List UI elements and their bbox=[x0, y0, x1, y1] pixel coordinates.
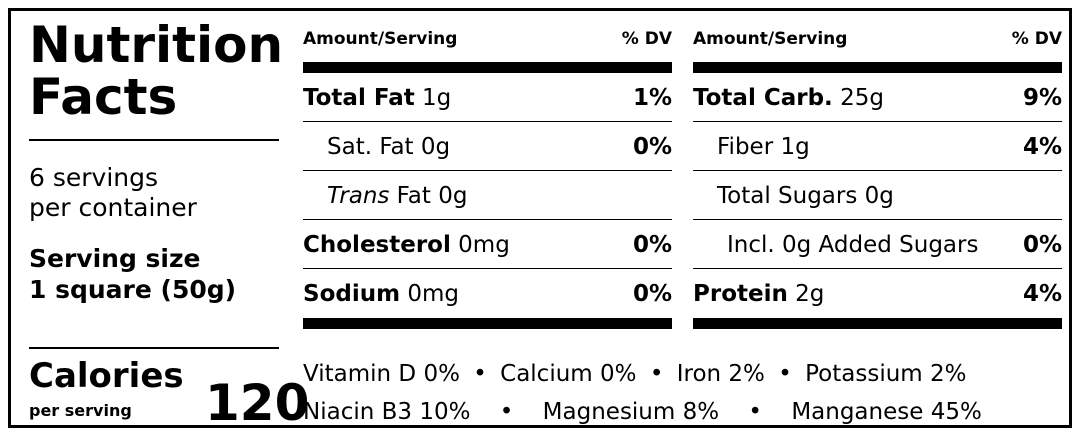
nutrient-table-left: Amount/Serving % DV Total Fat 1g 1% Sat.… bbox=[303, 29, 672, 329]
nutrient-row-total-fat: Total Fat 1g 1% bbox=[303, 73, 672, 122]
vitamin-item: Vitamin D 0% bbox=[303, 361, 460, 387]
calories-value: 120 bbox=[205, 374, 310, 432]
nutrient-name: Cholesterol bbox=[303, 232, 451, 258]
table-header: Amount/Serving % DV bbox=[693, 29, 1062, 57]
servings-line-1: 6 servings bbox=[29, 163, 159, 192]
nutrient-name: Sodium bbox=[303, 281, 401, 307]
nutrient-name: Sat. Fat bbox=[327, 134, 414, 160]
vitamin-item: Calcium 0% bbox=[500, 361, 637, 387]
vitamin-item: Manganese 45% bbox=[791, 399, 982, 425]
vitamin-item: Magnesium 8% bbox=[542, 399, 720, 425]
nutrient-row-protein: Protein 2g 4% bbox=[693, 269, 1062, 318]
left-divider-top bbox=[29, 139, 279, 141]
nutrient-name: Total Fat bbox=[303, 85, 415, 111]
nutrient-name: Incl. 0g Added Sugars bbox=[727, 232, 979, 258]
nutrient-amount: 0mg bbox=[407, 281, 460, 307]
header-amount: Amount/Serving bbox=[693, 29, 848, 49]
serving-size-label: Serving size bbox=[29, 244, 201, 273]
servings-line-2: per container bbox=[29, 193, 197, 222]
servings-per-container: 6 servings per container bbox=[29, 163, 197, 223]
label-left-column: Nutrition Facts 6 servings per container… bbox=[29, 11, 309, 429]
nutrient-name: Fiber bbox=[717, 134, 774, 160]
thick-rule bbox=[303, 62, 672, 73]
title-line-1: Nutrition bbox=[29, 16, 284, 74]
nutrient-name: Protein bbox=[693, 281, 788, 307]
separator-dot: • bbox=[499, 399, 514, 425]
vitamins-line-2: Niacin B3 10% • Magnesium 8% • Manganese… bbox=[303, 393, 1063, 431]
nutrient-row-total-carb: Total Carb. 25g 9% bbox=[693, 73, 1062, 122]
thick-rule bbox=[693, 62, 1062, 73]
separator-dot: • bbox=[778, 361, 792, 387]
header-amount: Amount/Serving bbox=[303, 29, 458, 49]
nutrient-amount: 2g bbox=[795, 281, 825, 307]
nutrient-amount: 0g bbox=[864, 183, 894, 209]
label-title: Nutrition Facts bbox=[29, 19, 289, 123]
title-line-2: Facts bbox=[29, 68, 178, 126]
nutrient-amount: 1g bbox=[780, 134, 810, 160]
nutrient-amount: 0mg bbox=[458, 232, 510, 258]
nutrient-row-sodium: Sodium 0mg 0% bbox=[303, 269, 672, 318]
nutrient-row-fiber: Fiber 1g 4% bbox=[693, 122, 1062, 171]
nutrient-dv: 0% bbox=[1022, 232, 1062, 258]
nutrient-dv: 0% bbox=[632, 281, 672, 307]
separator-dot: • bbox=[473, 361, 487, 387]
nutrient-dv: 4% bbox=[1022, 281, 1062, 307]
nutrient-name: Total Sugars bbox=[717, 183, 858, 209]
nutrient-row-sat-fat: Sat. Fat 0g 0% bbox=[303, 122, 672, 171]
vitamins-line-1: Vitamin D 0% • Calcium 0% • Iron 2% • Po… bbox=[303, 355, 1063, 393]
nutrient-row-total-sugars: Total Sugars 0g bbox=[693, 171, 1062, 220]
nutrient-name: Trans bbox=[327, 183, 390, 209]
vitamins-minerals: Vitamin D 0% • Calcium 0% • Iron 2% • Po… bbox=[303, 355, 1063, 431]
nutrient-dv: 0% bbox=[632, 134, 672, 160]
vitamin-item: Potassium 2% bbox=[805, 361, 967, 387]
nutrient-dv: 0% bbox=[632, 232, 672, 258]
thick-rule-bottom bbox=[693, 318, 1062, 329]
nutrient-row-trans-fat: Trans Fat 0g bbox=[303, 171, 672, 220]
thick-rule-bottom bbox=[303, 318, 672, 329]
vitamin-item: Niacin B3 10% bbox=[303, 399, 471, 425]
separator-dot: • bbox=[649, 361, 664, 387]
serving-size-value: 1 square (50g) bbox=[29, 275, 237, 304]
calories-label: Calories bbox=[29, 356, 184, 396]
serving-size: Serving size 1 square (50g) bbox=[29, 243, 236, 305]
nutrient-dv: 9% bbox=[1022, 85, 1062, 111]
left-divider-bottom bbox=[29, 347, 279, 349]
per-serving-label: per serving bbox=[29, 401, 132, 420]
nutrient-table-right: Amount/Serving % DV Total Carb. 25g 9% F… bbox=[693, 29, 1062, 329]
nutrition-facts-label: Nutrition Facts 6 servings per container… bbox=[8, 8, 1072, 431]
table-header: Amount/Serving % DV bbox=[303, 29, 672, 57]
nutrient-amount: 0g bbox=[438, 183, 468, 209]
nutrient-amount: 0g bbox=[420, 134, 451, 160]
vitamin-item: Iron 2% bbox=[676, 361, 765, 387]
nutrient-dv: 4% bbox=[1022, 134, 1062, 160]
nutrient-amount: 25g bbox=[840, 85, 884, 111]
nutrient-row-cholesterol: Cholesterol 0mg 0% bbox=[303, 220, 672, 269]
nutrient-name: Total Carb. bbox=[693, 85, 833, 111]
header-dv: % DV bbox=[621, 29, 672, 49]
nutrient-amount: 1g bbox=[422, 85, 452, 111]
header-dv: % DV bbox=[1011, 29, 1062, 49]
nutrient-name-suffix: Fat bbox=[389, 183, 431, 209]
separator-dot: • bbox=[748, 399, 762, 425]
nutrient-row-added-sugars: Incl. 0g Added Sugars 0% bbox=[693, 220, 1062, 269]
nutrient-dv: 1% bbox=[632, 85, 672, 111]
